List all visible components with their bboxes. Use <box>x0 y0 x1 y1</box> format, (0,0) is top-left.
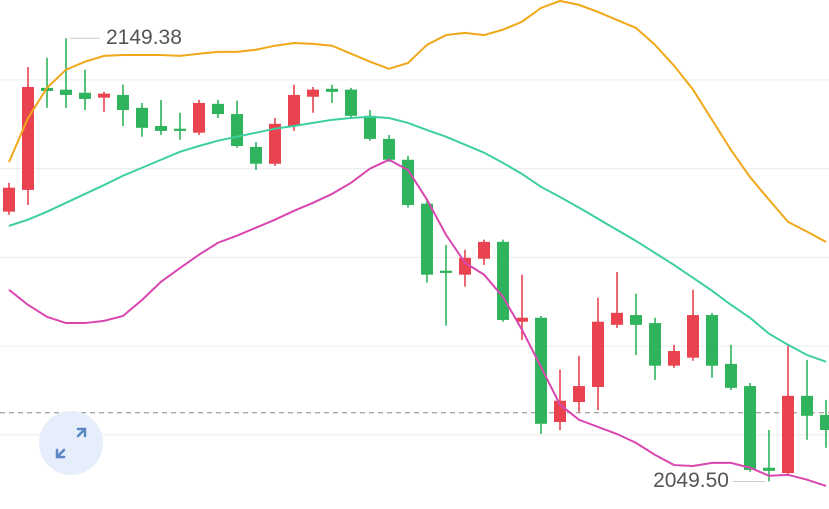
candle-body <box>174 128 186 131</box>
candle-body <box>725 363 737 388</box>
candle-body <box>820 414 829 431</box>
candle-body <box>649 323 661 366</box>
candle-body <box>421 203 433 275</box>
candle-body <box>22 86 34 190</box>
candle-body <box>307 89 319 97</box>
candle-body <box>326 88 338 92</box>
candle-body <box>136 107 148 128</box>
expand-circle[interactable] <box>39 411 103 475</box>
candle-body <box>611 312 623 325</box>
band-line <box>8 115 827 363</box>
candle-body <box>402 159 414 206</box>
candle-body <box>345 89 357 116</box>
candle-body <box>763 467 775 471</box>
low-marker-label: 2049.50 <box>653 469 729 492</box>
candle-body <box>288 94 300 127</box>
candle-body <box>79 92 91 99</box>
candle-body <box>383 138 395 160</box>
candle-body <box>478 241 490 259</box>
candle-body <box>155 126 167 131</box>
candle-body <box>364 115 376 139</box>
candle-body <box>269 123 281 164</box>
candle-body <box>630 315 642 325</box>
candle-body <box>231 114 243 146</box>
band-line <box>8 0 827 243</box>
candle-body <box>535 317 547 424</box>
candle-body <box>668 351 680 366</box>
high-marker-label: 2149.38 <box>106 26 182 49</box>
candle-body <box>3 187 15 212</box>
candle-body <box>573 386 585 403</box>
expand-button[interactable] <box>39 411 103 475</box>
candle-body <box>60 89 72 95</box>
candle-body <box>516 317 528 322</box>
candle-body <box>459 257 471 275</box>
candle-body <box>744 386 756 470</box>
candle-body <box>212 103 224 115</box>
candle-body <box>801 395 813 416</box>
candle-body <box>250 146 262 164</box>
band-line <box>8 158 827 487</box>
candle-body <box>782 395 794 474</box>
candle-body <box>98 93 110 98</box>
candle-body <box>706 315 718 366</box>
expand-icon[interactable] <box>55 427 87 459</box>
candle-body <box>440 270 452 273</box>
candle-body <box>497 241 509 320</box>
candle-body <box>687 315 699 358</box>
candle-body <box>117 94 129 111</box>
candle-body <box>193 102 205 133</box>
candle-body <box>592 321 604 387</box>
